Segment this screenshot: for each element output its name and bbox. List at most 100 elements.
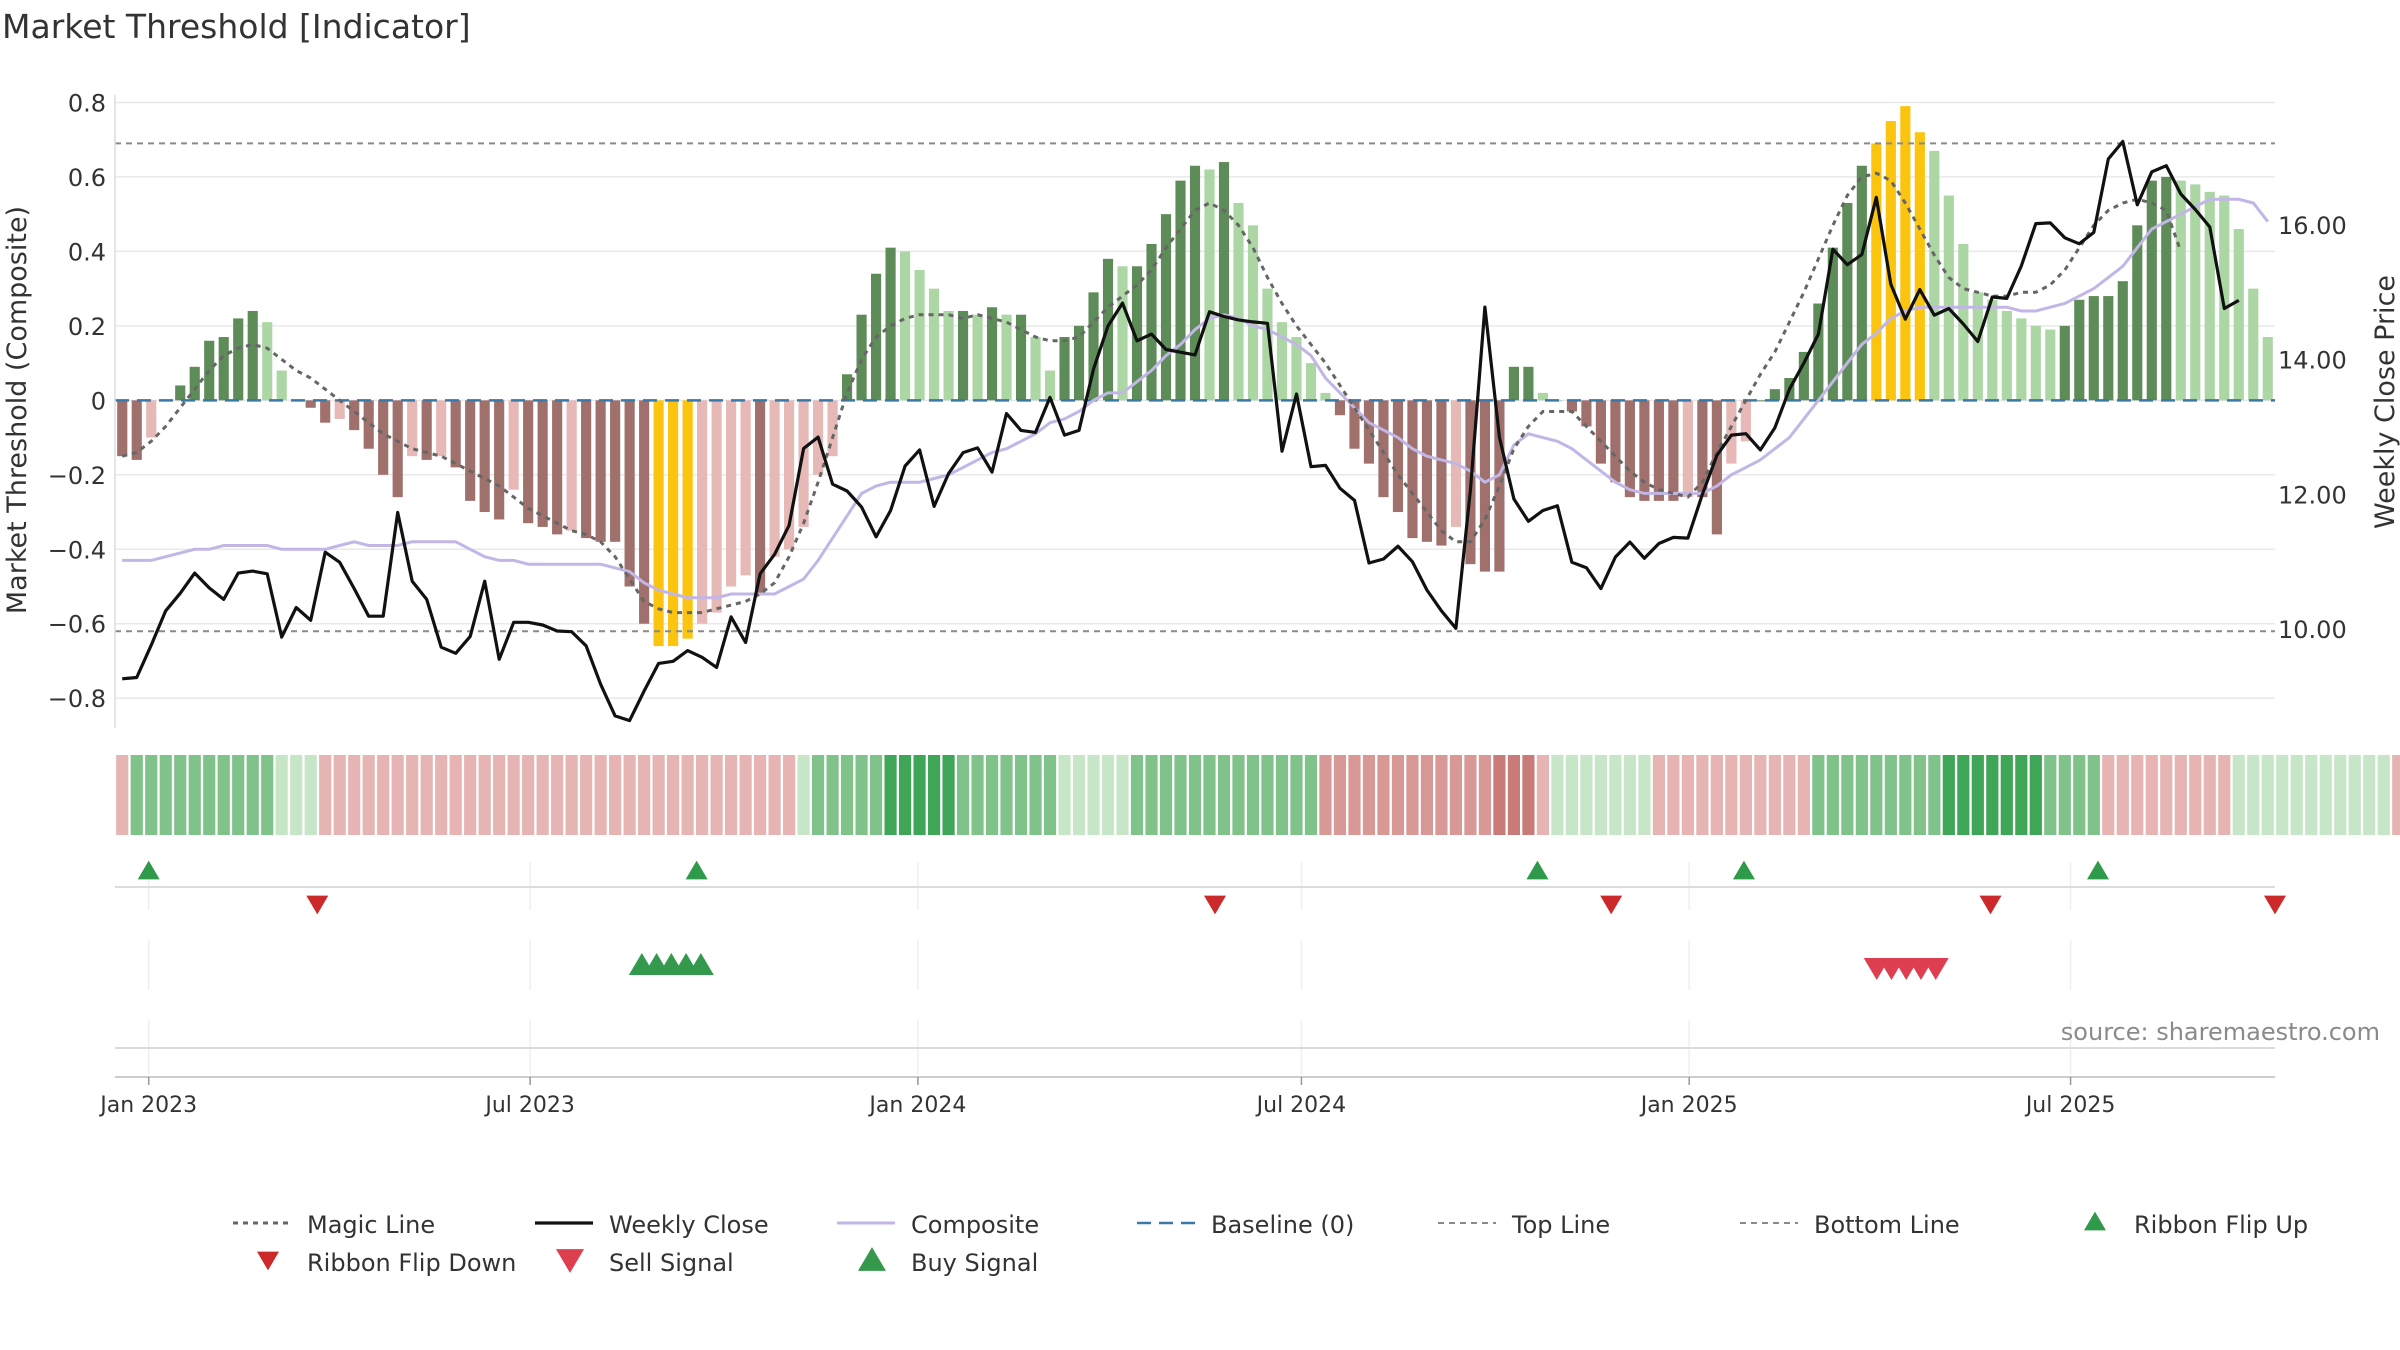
composite-bar bbox=[1320, 392, 1331, 401]
ribbon-cell bbox=[275, 755, 288, 835]
ribbon-cell bbox=[1391, 755, 1405, 835]
composite-bar bbox=[624, 400, 635, 587]
ribbon-cell bbox=[1594, 755, 1607, 835]
ribbon-cell bbox=[783, 755, 796, 835]
ribbon-cell bbox=[304, 755, 317, 835]
y2-tick-label: 12.00 bbox=[2278, 481, 2347, 509]
composite-bar bbox=[2059, 325, 2070, 401]
legend-item: Baseline (0) bbox=[1137, 1211, 1354, 1239]
legend-item: Weekly Close bbox=[535, 1211, 769, 1239]
composite-bar bbox=[986, 307, 998, 401]
ribbon-cell bbox=[1580, 755, 1593, 835]
y-tick-label: −0.4 bbox=[48, 536, 106, 564]
ribbon-cell bbox=[1812, 755, 1825, 835]
ribbon-cell bbox=[623, 755, 636, 835]
ribbon-cell bbox=[1232, 755, 1245, 835]
ribbon-cell bbox=[2305, 755, 2318, 835]
composite-bar bbox=[1131, 266, 1143, 401]
ribbon-cell bbox=[1609, 755, 1622, 835]
ribbon-cell bbox=[1797, 755, 1810, 835]
composite-bar bbox=[175, 385, 186, 401]
ribbon-cell bbox=[1014, 755, 1028, 835]
ribbon-cell bbox=[290, 755, 303, 835]
ribbon-cell bbox=[1507, 755, 1521, 835]
composite-bar bbox=[1566, 400, 1577, 412]
x-tick-label: Jan 2025 bbox=[1639, 1093, 1738, 1118]
composite-bar bbox=[262, 322, 273, 401]
composite-bar bbox=[957, 310, 969, 401]
composite-bar bbox=[421, 400, 432, 460]
composite-bar bbox=[1595, 400, 1606, 464]
ribbon-cell bbox=[1464, 755, 1477, 835]
ribbon-cell bbox=[2058, 755, 2071, 835]
composite-bar bbox=[363, 400, 374, 449]
ribbon-cell bbox=[1986, 755, 1999, 835]
ribbon-cell bbox=[1377, 755, 1390, 835]
composite-bar bbox=[972, 314, 983, 401]
ribbon-flip-down-marker bbox=[1204, 895, 1227, 915]
y-tick-label: −0.8 bbox=[48, 685, 106, 713]
ribbon-cell bbox=[1420, 755, 1434, 835]
ribbon-cell bbox=[2102, 755, 2115, 835]
legend-item: Composite bbox=[837, 1211, 1039, 1239]
y-tick-label: 0.4 bbox=[68, 238, 106, 266]
ribbon-cell bbox=[1681, 755, 1694, 835]
composite-bar bbox=[2045, 329, 2056, 401]
legend-item: Sell Signal bbox=[556, 1249, 734, 1277]
y2-tick-label: 16.00 bbox=[2278, 212, 2347, 240]
composite-bar bbox=[320, 400, 331, 423]
composite-bar bbox=[668, 400, 679, 647]
composite-bar bbox=[1349, 400, 1360, 449]
composite-bar bbox=[928, 288, 940, 401]
y-tick-label: −0.6 bbox=[48, 611, 106, 639]
composite-bar bbox=[1175, 180, 1186, 401]
ribbon-cell bbox=[1725, 755, 1738, 835]
legend-label: Top Line bbox=[1511, 1211, 1610, 1239]
composite-bar bbox=[1856, 165, 1867, 401]
legend-swatch bbox=[257, 1251, 279, 1271]
composite-bar bbox=[276, 370, 287, 401]
composite-bar bbox=[1914, 132, 1925, 401]
composite-bar bbox=[436, 400, 447, 457]
ribbon-cell bbox=[855, 755, 868, 835]
ribbon-strip bbox=[116, 755, 2400, 835]
composite-bar bbox=[2204, 191, 2215, 401]
composite-bar bbox=[2219, 195, 2230, 401]
ribbon-cell bbox=[1536, 755, 1550, 835]
signal-markers-panel bbox=[147, 940, 2072, 990]
ribbon-flip-up-marker bbox=[1732, 860, 1755, 880]
composite-bar bbox=[914, 270, 925, 401]
ribbon-cell bbox=[985, 755, 999, 835]
composite-bar bbox=[1363, 400, 1375, 464]
legend-swatch bbox=[556, 1249, 584, 1273]
composite-bar bbox=[885, 247, 896, 401]
composite-bar bbox=[1726, 400, 1737, 464]
composite-bar bbox=[465, 400, 476, 501]
composite-bar bbox=[2175, 180, 2186, 401]
legend-label: Composite bbox=[911, 1211, 1039, 1239]
composite-bar bbox=[131, 400, 142, 460]
source-label: source: sharemaestro.com bbox=[2061, 1018, 2380, 1046]
legend-item: Ribbon Flip Down bbox=[257, 1249, 516, 1277]
ribbon-cell bbox=[435, 755, 448, 835]
ribbon-cell bbox=[116, 755, 129, 835]
composite-bar bbox=[1624, 400, 1635, 498]
composite-bar bbox=[1218, 162, 1230, 401]
x-tick-label: Jul 2025 bbox=[2024, 1093, 2116, 1118]
ribbon-cell bbox=[1290, 755, 1303, 835]
ribbon-cell bbox=[1493, 755, 1506, 835]
sell-signal-marker bbox=[1922, 957, 1949, 981]
x-tick-label: Jul 2023 bbox=[483, 1093, 575, 1118]
reference-lines bbox=[115, 142, 2275, 633]
ribbon-cell bbox=[725, 755, 738, 835]
chart-title: Market Threshold [Indicator] bbox=[2, 7, 471, 46]
ribbon-cell bbox=[2000, 755, 2013, 835]
ribbon-cell bbox=[1087, 755, 1100, 835]
composite-bar bbox=[117, 400, 128, 457]
ribbon-cell bbox=[391, 755, 404, 835]
composite-bar bbox=[1711, 400, 1722, 535]
legend-label: Ribbon Flip Down bbox=[307, 1249, 516, 1277]
ribbon-cell bbox=[1348, 755, 1361, 835]
composite-bar bbox=[233, 318, 244, 401]
